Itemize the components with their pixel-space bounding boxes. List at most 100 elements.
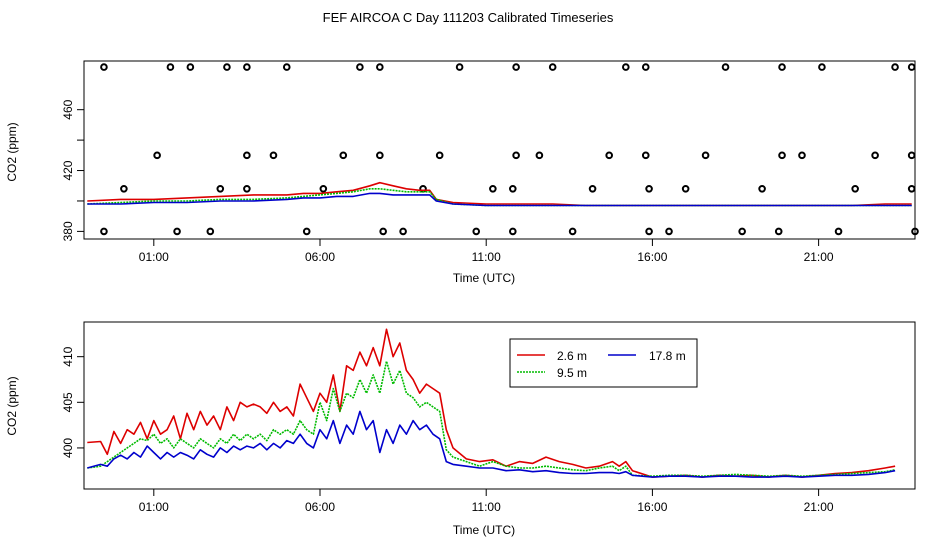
x-tick-label: 16:00 [637,250,667,264]
outlier-point [907,151,916,160]
y-tick-label: 380 [61,221,75,241]
outlier-point [472,227,481,236]
outlier-point [216,184,225,193]
y-tick-label: 460 [61,99,75,119]
outlier-point [206,227,215,236]
outlier-point [356,63,364,71]
legend-label-17.8m: 17.8 m [649,349,686,363]
y-tick-label: 405 [61,392,75,412]
outlier-point [911,227,919,236]
series-line-9.5m [87,360,896,477]
outlier-point [798,151,806,160]
series-line-17.8m [87,410,896,478]
outlier-point [681,184,690,193]
y-tick-label: 420 [61,160,75,180]
x-tick-label: 06:00 [305,500,335,514]
outlier-point [269,151,278,160]
outlier-point [588,184,597,193]
outlier-point [851,184,859,193]
y-axis: 400 405 410 [61,346,84,458]
outlier-point [778,151,786,160]
x-tick-label: 01:00 [139,500,169,514]
figure-title: FEF AIRCOA C Day 111203 Calibrated Times… [323,10,614,25]
outlier-point [508,227,517,236]
outlier-point [186,63,195,71]
outlier-point [548,63,557,71]
x-tick-label: 21:00 [804,500,834,514]
outlier-point [282,63,291,71]
x-tick-label: 21:00 [804,250,834,264]
outlier-point [778,63,786,71]
x-axis-label: Time (UTC) [453,271,515,285]
y-tick-label: 400 [61,438,75,458]
outlier-point [645,227,653,236]
outlier-point [399,227,407,236]
outlier-point [512,63,520,71]
x-tick-label: 11:00 [472,250,501,264]
x-axis-label: Time (UTC) [453,523,515,537]
x-tick-label: 16:00 [637,500,667,514]
plot-area [87,63,919,236]
outlier-point [605,151,613,160]
outlier-point [223,63,231,71]
outlier-point [489,184,497,193]
outlier-point [153,151,161,160]
outlier-point [512,151,520,160]
outlier-point [701,151,710,160]
plot-frame [83,321,916,490]
legend-label-9.5m: 9.5 m [557,366,587,380]
outlier-point [302,227,311,236]
outlier-point [173,227,181,236]
outlier-point [100,227,108,236]
series-line-17.8m [87,192,912,207]
outlier-point [435,151,444,160]
legend: 2.6 m 17.8 m 9.5 m [509,338,698,388]
x-axis: 01:00 06:00 11:00 16:00 21:00 [139,489,834,514]
outlier-point [319,184,328,193]
outlier-point [891,63,899,71]
outlier-point [166,63,175,71]
series-line-9.5m [87,188,912,207]
outlier-point [622,63,630,71]
outlier-point [376,151,384,160]
outlier-point [100,63,108,71]
x-axis: 01:00 06:00 11:00 16:00 21:00 [139,239,834,264]
plot-frame [83,60,916,240]
outlier-point [738,227,746,236]
outlier-point [774,227,783,236]
outlier-point [508,184,517,193]
outlier-point [641,63,650,71]
plot-area [87,328,896,478]
outlier-point [834,227,843,236]
outlier-point [376,63,384,71]
outlier-point [568,227,577,236]
outlier-point [641,151,650,160]
outlier-point [721,63,730,71]
outlier-point [535,151,544,160]
y-axis-label: CO2 (ppm) [5,122,19,181]
y-tick-label: 410 [61,346,75,366]
y-axis-label: CO2 (ppm) [5,376,19,435]
outlier-point [645,184,653,193]
outlier-point [818,63,826,71]
x-tick-label: 06:00 [305,250,335,264]
outlier-point [243,184,251,193]
outlier-point [243,63,251,71]
outlier-point [379,227,387,236]
outlier-point [907,63,916,71]
legend-box [509,338,698,388]
outlier-point [907,184,916,193]
x-tick-label: 11:00 [472,500,501,514]
outlier-point [120,184,128,193]
x-tick-label: 01:00 [139,250,169,264]
outlier-point [455,63,464,71]
outlier-point [665,227,673,236]
outlier-point [871,151,879,160]
outlier-point [758,184,766,193]
y-axis: 380 420 460 [61,99,84,241]
legend-label-2.6m: 2.6 m [557,349,587,363]
panel-calibrated-timeseries: 01:00 06:00 11:00 16:00 21:00 400 405 410 Time… [5,321,916,537]
outlier-point [243,151,251,160]
outlier-point [339,151,348,160]
